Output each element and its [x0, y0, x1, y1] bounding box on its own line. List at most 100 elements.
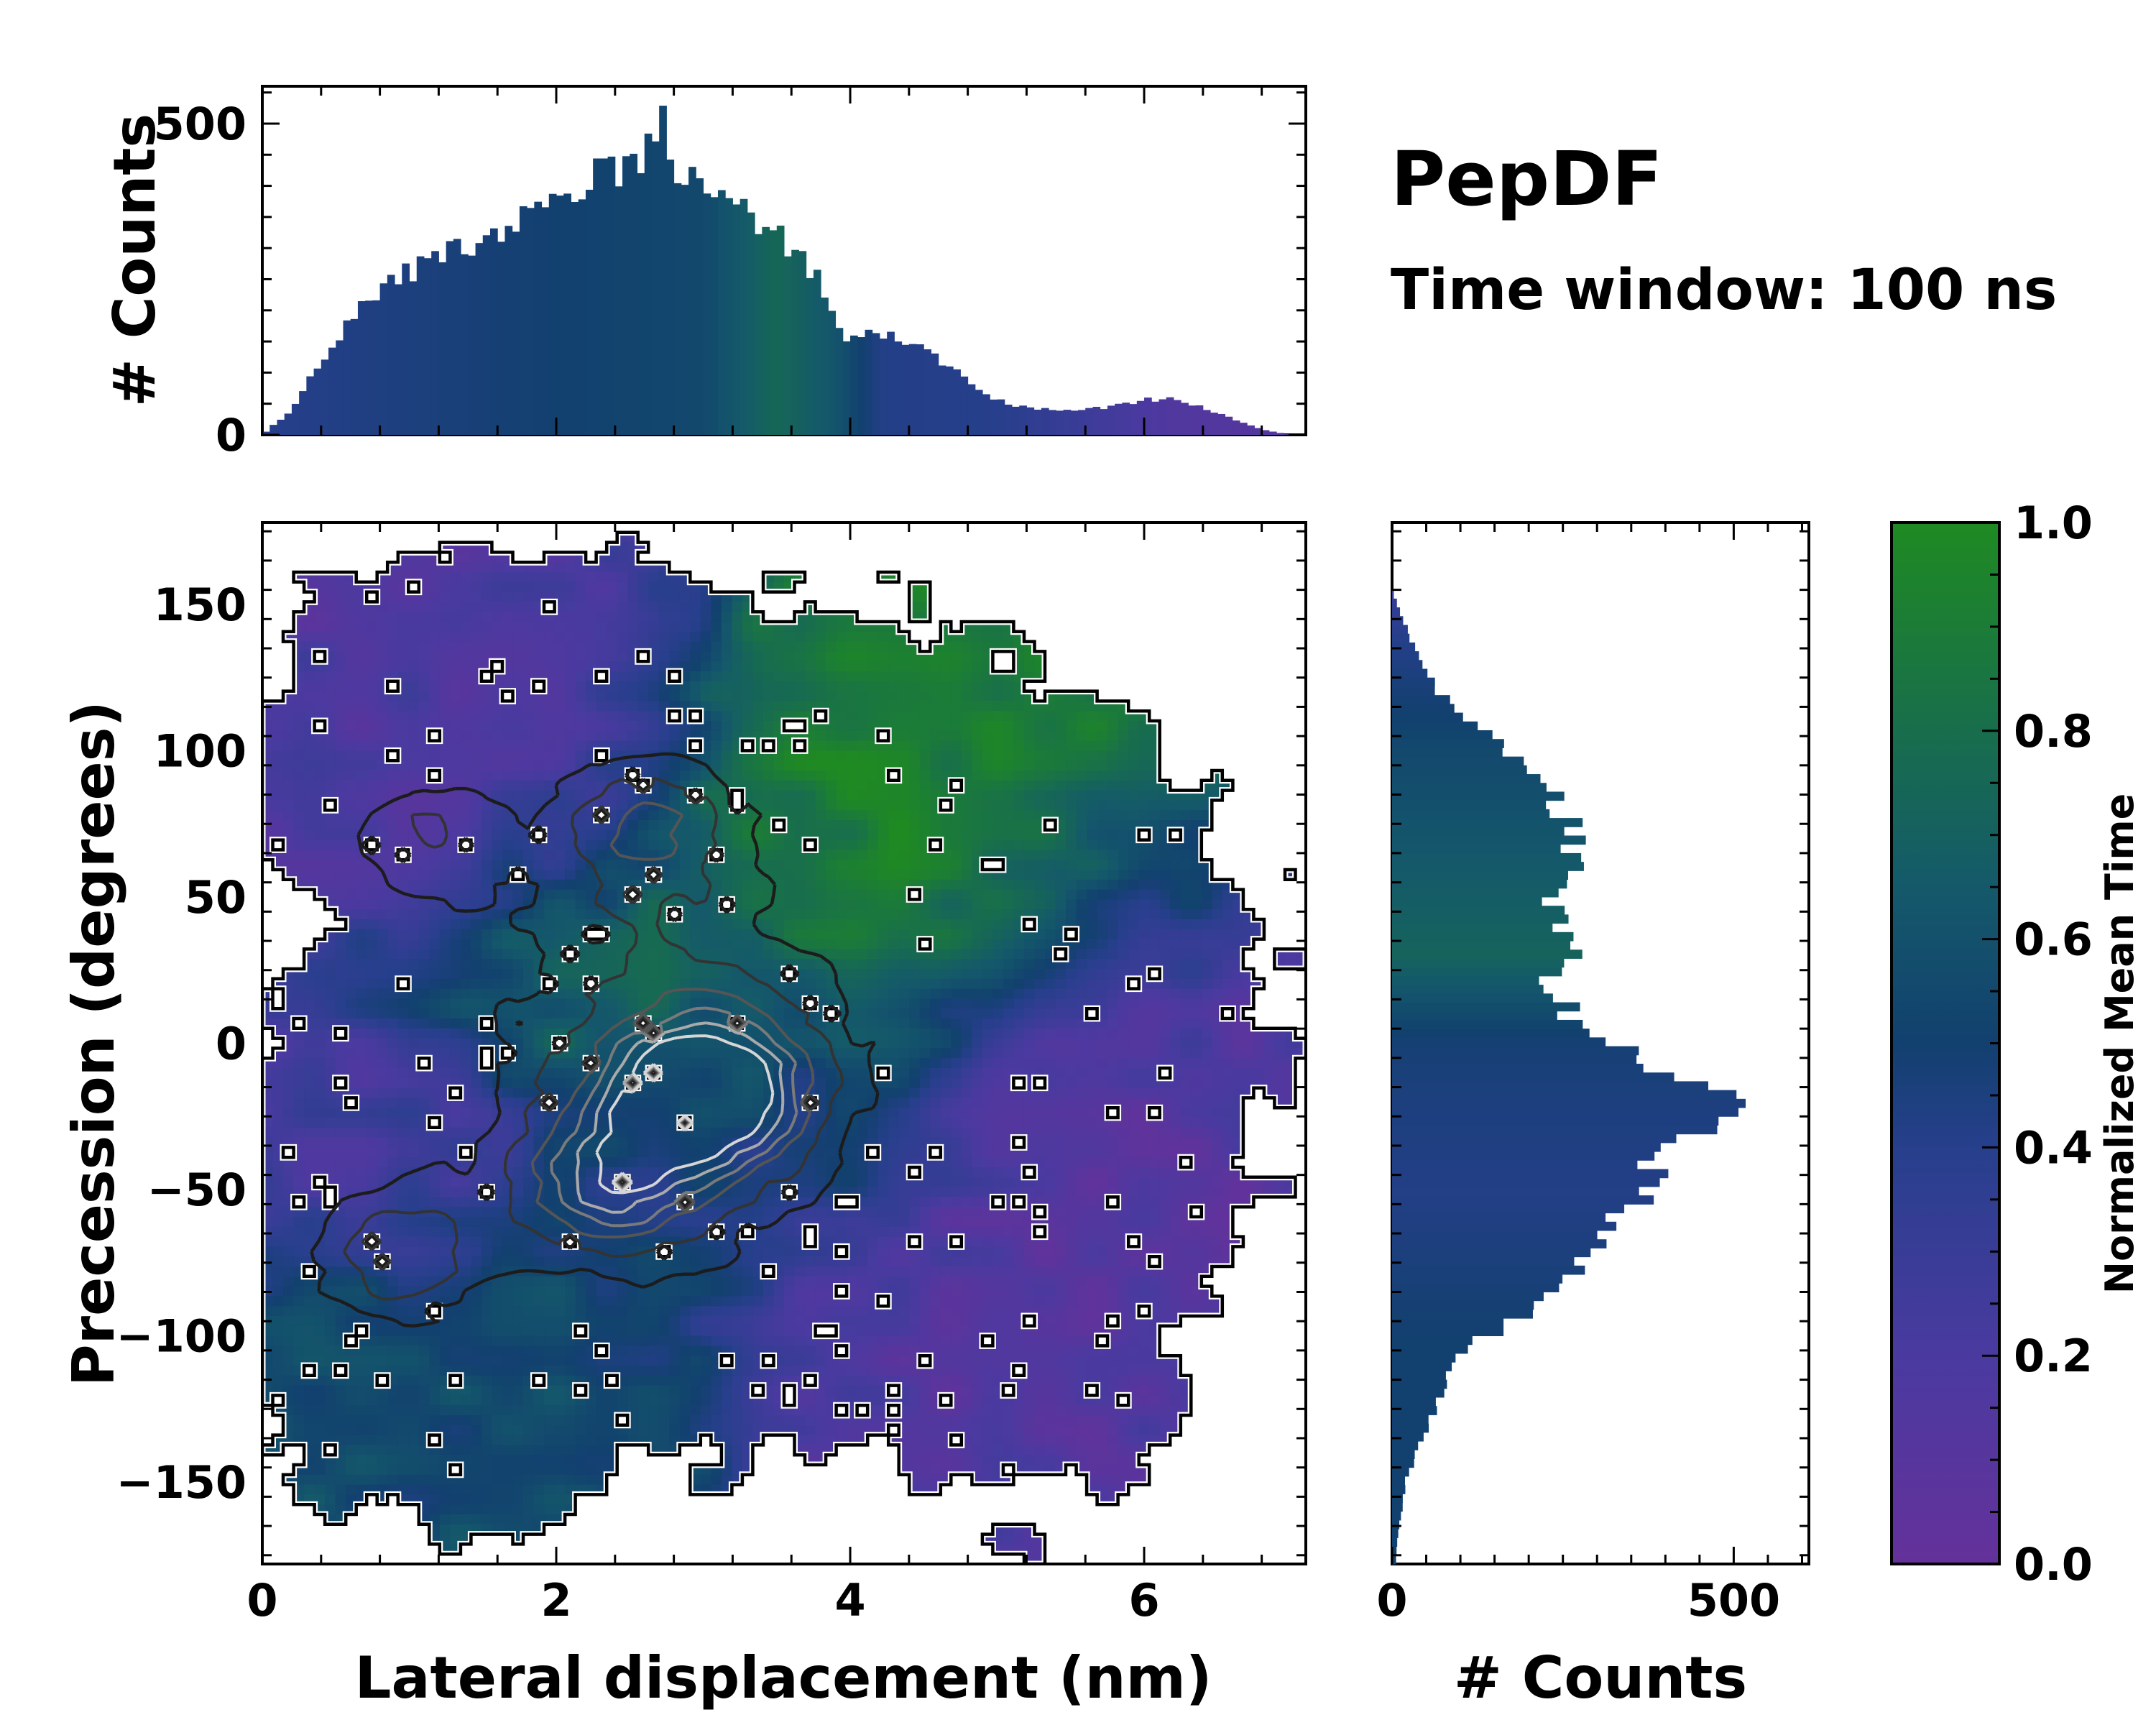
heatmap-cell	[721, 740, 732, 751]
heatmap-cell	[450, 641, 461, 652]
heatmap-cell	[972, 800, 983, 811]
heatmap-cell	[1076, 750, 1087, 761]
heatmap-cell	[377, 1058, 388, 1069]
heatmap-cell	[1023, 840, 1036, 850]
heatmap-cell	[732, 760, 743, 771]
heatmap-cell	[471, 800, 482, 811]
heatmap-cell	[940, 1077, 952, 1089]
heatmap-cell	[982, 1018, 993, 1029]
heatmap-cell	[961, 939, 972, 949]
heatmap-cell	[512, 651, 524, 662]
heatmap-cell	[637, 919, 649, 930]
heatmap-cell	[888, 1018, 900, 1029]
heatmap-cell	[314, 840, 326, 850]
heatmap-cell	[815, 760, 826, 771]
heatmap-cell	[377, 1098, 388, 1108]
heatmap-cell	[930, 671, 941, 682]
heatmap-cell	[565, 969, 576, 980]
heatmap-cell	[940, 929, 952, 940]
heatmap-cell	[565, 1018, 576, 1029]
heatmap-cell	[847, 711, 858, 722]
heatmap-cell	[1023, 1038, 1036, 1049]
heatmap-cell	[1097, 840, 1108, 850]
top-histogram-bar	[395, 284, 402, 435]
heatmap-cell	[1243, 1038, 1254, 1049]
heatmap-cell	[836, 860, 847, 870]
heatmap-cell	[1076, 760, 1087, 771]
heatmap-cell	[773, 870, 785, 880]
heatmap-cell	[1170, 969, 1181, 980]
heatmap-cell	[773, 929, 785, 940]
heatmap-cell	[554, 860, 566, 870]
heatmap-cell	[1076, 949, 1087, 960]
heatmap-cell	[961, 988, 972, 999]
heatmap-cell	[1023, 800, 1036, 811]
heatmap-cell	[1013, 740, 1025, 751]
heatmap-cell	[711, 978, 722, 990]
heatmap-cell	[356, 740, 367, 751]
heatmap-cell	[481, 1098, 493, 1108]
heatmap-cell	[794, 780, 806, 791]
heatmap-cell	[1107, 1058, 1119, 1069]
top-histogram-bar	[747, 212, 755, 435]
heatmap-cell	[909, 1018, 921, 1029]
heatmap-cell	[721, 631, 732, 643]
heatmap-cell	[982, 909, 993, 920]
heatmap-cell	[1023, 810, 1036, 821]
heatmap-cell	[805, 899, 816, 910]
heatmap-cell	[1170, 1018, 1181, 1029]
heatmap-cell	[888, 711, 900, 722]
heatmap-cell	[408, 641, 420, 652]
heatmap-cell	[847, 790, 858, 801]
heatmap-cell	[732, 1118, 743, 1128]
heatmap-cell	[857, 988, 868, 999]
heatmap-cell	[586, 651, 597, 662]
heatmap-cell	[940, 1018, 952, 1029]
heatmap-cell	[346, 592, 357, 602]
heatmap-cell	[481, 949, 493, 960]
heatmap-cell	[826, 889, 837, 900]
heatmap-cell	[1128, 959, 1140, 970]
heatmap-cell	[1138, 810, 1150, 821]
heatmap-cell	[346, 978, 357, 990]
heatmap-cell	[1045, 721, 1056, 732]
heatmap-cell	[367, 790, 378, 801]
heatmap-cell	[648, 829, 660, 841]
heatmap-cell	[867, 998, 879, 1009]
heatmap-cell	[617, 622, 628, 632]
heatmap-cell	[951, 988, 962, 999]
heatmap-cell	[481, 780, 493, 791]
heatmap-cell	[439, 750, 451, 761]
heatmap-cell	[1066, 1068, 1077, 1079]
heatmap-cell	[690, 1077, 701, 1089]
heatmap-cell	[1023, 1048, 1036, 1059]
heatmap-cell	[1233, 1058, 1244, 1069]
heatmap-cell	[742, 959, 754, 970]
heatmap-cell	[951, 740, 962, 751]
top-histogram-bar	[1225, 416, 1233, 435]
heatmap-cell	[1034, 1008, 1046, 1019]
heatmap-cell	[877, 671, 889, 682]
heatmap-cell	[471, 860, 482, 870]
heatmap-cell	[408, 1077, 420, 1089]
heatmap-cell	[1170, 939, 1181, 949]
heatmap-cell	[930, 978, 941, 990]
heatmap-cell	[773, 850, 785, 860]
heatmap-cell	[367, 711, 378, 722]
heatmap-cell	[439, 572, 451, 583]
heatmap-cell	[982, 1108, 993, 1118]
top-histogram-bar	[673, 183, 682, 435]
heatmap-cell	[1097, 919, 1108, 930]
heatmap-cell	[972, 998, 983, 1009]
heatmap-cell	[575, 701, 586, 712]
heatmap-cell	[857, 671, 868, 682]
heatmap-cell	[512, 1087, 524, 1098]
heatmap-cell	[982, 829, 993, 841]
heatmap-cell	[627, 829, 639, 841]
heatmap-cell	[847, 899, 858, 910]
heatmap-cell	[1222, 949, 1233, 960]
heatmap-cell	[711, 651, 722, 662]
heatmap-cell	[460, 978, 471, 990]
heatmap-cell	[847, 1098, 858, 1108]
